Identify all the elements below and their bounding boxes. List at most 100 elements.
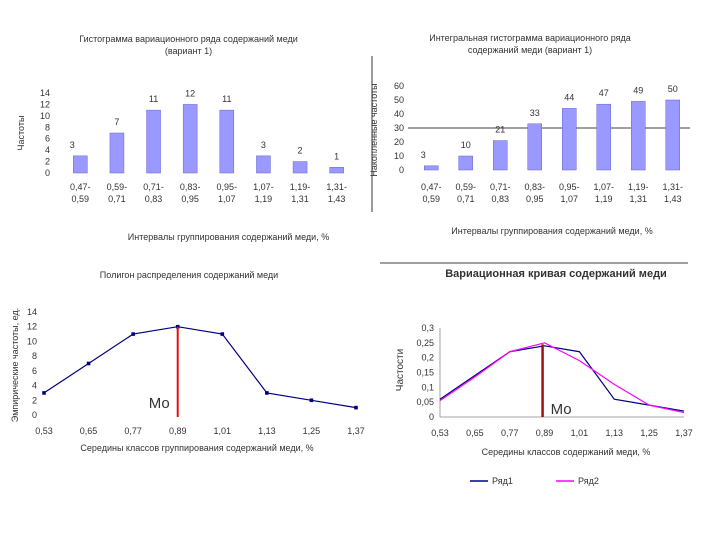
chart2-bar <box>596 103 611 171</box>
chart2-bar <box>562 108 577 171</box>
chart1-title: Гистограмма вариационного ряда содержани… <box>79 34 298 44</box>
chart3-point <box>265 391 269 395</box>
chart2-x-tick: 0,83- <box>524 182 545 192</box>
chart1-x-tick: 1,19 <box>255 194 273 204</box>
chart1-y-tick: 2 <box>45 157 50 167</box>
chart3-x-label: Середины классов группирования содержани… <box>80 443 313 453</box>
chart1-data-label: 1 <box>334 151 339 161</box>
chart3-x-tick: 1,01 <box>214 426 232 436</box>
chart3-point <box>354 405 358 410</box>
chart2-title: Интегральная гистограмма вариационного р… <box>429 33 631 43</box>
chart3-x-tick: 1,13 <box>258 426 276 436</box>
chart2-y-tick: 60 <box>394 81 404 91</box>
chart1-data-label: 3 <box>70 140 75 150</box>
chart4-y-tick: 0,3 <box>421 323 434 333</box>
chart2-x-tick: 0,59- <box>455 182 476 192</box>
chart4-x-tick: 1,25 <box>640 428 658 438</box>
chart3-point <box>86 361 91 366</box>
chart1-data-label: 2 <box>298 146 303 156</box>
chart2-x-tick: 1,07- <box>593 182 614 192</box>
chart1-x-tick: 1,31- <box>326 182 347 192</box>
chart4-series-line <box>439 345 685 412</box>
chart1-y-tick: 6 <box>45 134 50 144</box>
chart3-x-tick: 1,25 <box>303 426 321 436</box>
chart3-point <box>42 391 46 395</box>
chart3-point <box>309 398 314 403</box>
chart1-x-tick: 1,07- <box>253 182 274 192</box>
chart2-data-label: 10 <box>461 140 471 150</box>
chart1-data-label: 11 <box>222 94 231 104</box>
chart2-y-tick: 10 <box>394 151 404 161</box>
chart1-y-tick: 0 <box>45 168 50 178</box>
chart1-x-tick: 1,19- <box>290 182 311 192</box>
chart1-x-tick: 0,71 <box>108 194 126 204</box>
chart2-data-label: 3 <box>421 150 426 160</box>
chart4-y-tick: 0,15 <box>416 368 434 378</box>
chart4-y-tick: 0,05 <box>416 397 434 407</box>
chart2-x-tick: 0,47- <box>421 182 442 192</box>
chart1-data-label: 7 <box>114 117 119 127</box>
chart3-x-tick: 0,77 <box>124 426 142 436</box>
chart4-y-label: Частости <box>395 349 406 391</box>
chart1-x-tick: 0,71- <box>143 182 164 192</box>
chart4-x-tick: 1,01 <box>571 428 589 438</box>
chart1-x-tick: 1,07 <box>218 194 236 204</box>
chart2-x-tick: 0,95- <box>559 182 580 192</box>
chart1-bar <box>146 109 161 174</box>
chart2-bar <box>493 140 508 171</box>
chart1-x-tick: 0,59- <box>107 182 128 192</box>
chart4-mode-label: Мо <box>551 401 572 418</box>
chart3-point <box>220 332 225 336</box>
chart1-bar <box>292 161 308 174</box>
chart3-y-tick: 12 <box>27 322 37 332</box>
chart2-data-label: 33 <box>530 108 540 118</box>
chart4-y-tick: 0,1 <box>421 382 434 392</box>
chart1-y-tick: 10 <box>40 111 50 121</box>
chart3-mode-label: Мо <box>149 395 170 412</box>
chart2-x-tick: 0,95 <box>526 194 544 204</box>
chart4-y-tick: 0 <box>429 412 434 422</box>
chart4-title: Вариационная кривая содержаний меди <box>445 268 667 280</box>
chart3-x-tick: 0,89 <box>169 426 187 436</box>
chart2-bar <box>458 155 473 171</box>
chart1-subtitle: (вариант 1) <box>165 46 212 56</box>
chart2-y-tick: 20 <box>394 137 404 147</box>
chart2-x-tick: 0,83 <box>491 194 509 204</box>
chart2-subtitle: содержаний меди (вариант 1) <box>468 45 592 55</box>
chart4-x-tick: 1,37 <box>675 428 693 438</box>
chart4-x-label: Середины классов содержаний меди, % <box>482 447 651 457</box>
chart4-x-tick: 0,65 <box>466 428 484 438</box>
chart1-bar <box>329 167 344 174</box>
chart2-x-tick: 0,71- <box>490 182 511 192</box>
chart1-y-tick: 8 <box>45 122 50 132</box>
chart1-bar <box>109 132 125 174</box>
chart3-point <box>131 332 135 336</box>
chart3-y-tick: 6 <box>32 366 37 376</box>
chart3-y-tick: 14 <box>27 307 37 317</box>
chart1-x-tick: 0,95- <box>217 182 238 192</box>
chart2-x-tick: 1,19 <box>595 194 613 204</box>
chart4-y-tick: 0,2 <box>421 353 434 363</box>
chart2-y-tick: 40 <box>394 109 404 119</box>
chart2-x-tick: 0,59 <box>422 194 440 204</box>
chart2-data-label: 21 <box>495 125 505 135</box>
chart3-line <box>43 326 357 409</box>
chart2-data-label: 50 <box>668 84 678 94</box>
chart3-x-tick: 1,37 <box>347 426 365 436</box>
chart1-data-label: 11 <box>149 94 158 104</box>
chart4-series-line <box>439 342 685 414</box>
chart1-bar <box>256 155 271 174</box>
chart1-bar <box>73 155 88 174</box>
chart3-y-tick: 2 <box>32 395 37 405</box>
chart2-x-tick: 1,31- <box>662 182 683 192</box>
chart2-bar <box>631 101 646 171</box>
chart2-data-label: 49 <box>633 85 643 95</box>
chart2-x-tick: 1,19- <box>628 182 649 192</box>
chart2-x-tick: 1,07 <box>560 194 578 204</box>
chart2-data-label: 47 <box>599 88 609 98</box>
chart4-x-tick: 1,13 <box>606 428 624 438</box>
chart3-y-tick: 4 <box>32 381 37 391</box>
chart4-x-tick: 0,89 <box>536 428 554 438</box>
chart1-x-tick: 0,95 <box>181 194 199 204</box>
